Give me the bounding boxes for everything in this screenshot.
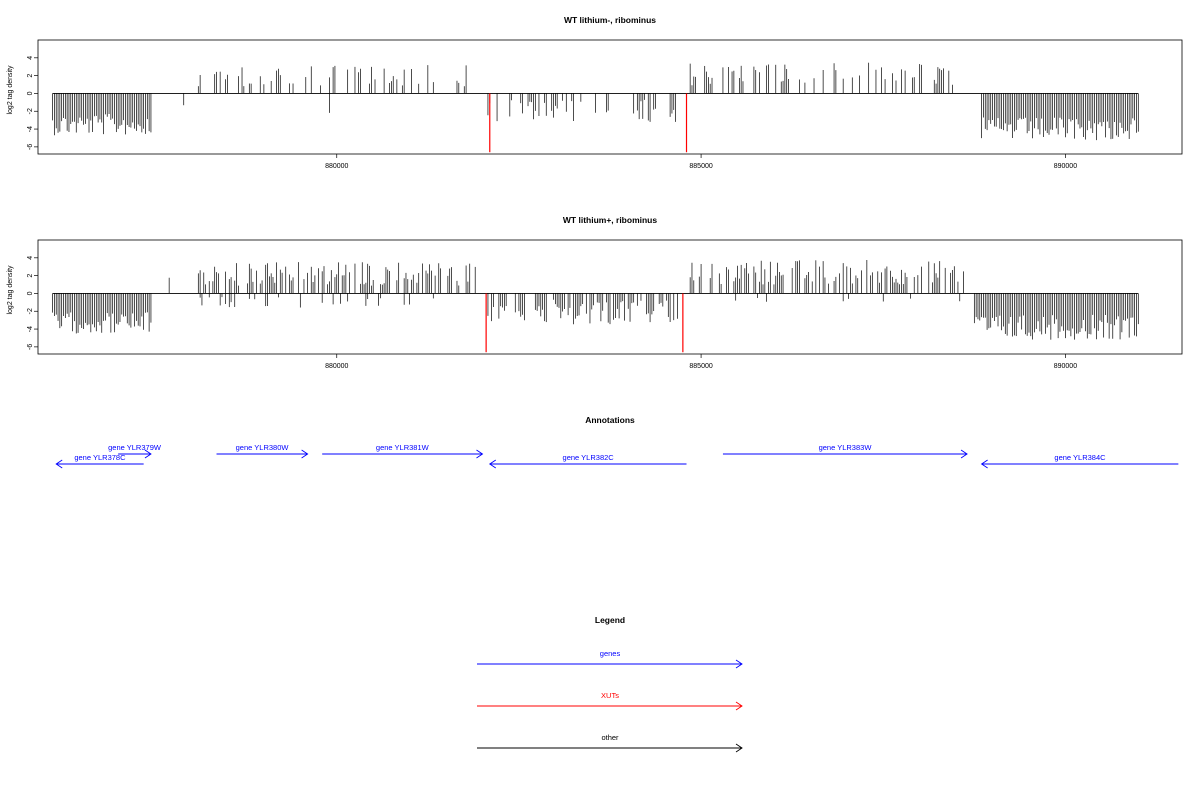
panel-lithium-plus: WT lithium+, ribominus log2 tag density … — [7, 215, 1183, 370]
y-axis: -6 -4 -2 0 2 4 — [27, 256, 38, 350]
y-tick-label: 2 — [27, 74, 34, 78]
y-axis-label: log2 tag density — [7, 65, 14, 115]
y-tick-label: -4 — [27, 126, 34, 132]
annotations-title: Annotations — [585, 415, 635, 425]
legend-label: genes — [600, 649, 621, 658]
gene-arrow-head — [144, 449, 152, 459]
legend-item-genes: genes — [477, 649, 743, 669]
plot-frame — [37, 39, 1183, 155]
gene-arrow-head — [960, 449, 968, 459]
gene-label: gene YLR381W — [376, 443, 430, 452]
y-tick-label: -6 — [27, 144, 34, 150]
gene-arrow-head — [980, 459, 988, 469]
gene-YLR380W: gene YLR380W — [216, 443, 309, 459]
plot-frame — [37, 239, 1183, 355]
x-tick-label: 890000 — [1054, 363, 1077, 370]
gene-arrow-head — [55, 459, 63, 469]
y-tick-label: -2 — [27, 108, 34, 114]
x-axis: 880000 885000 890000 — [325, 354, 1077, 370]
density-bars — [52, 259, 1139, 353]
gene-YLR384C: gene YLR384C — [980, 453, 1179, 469]
y-tick-label: 4 — [27, 56, 34, 60]
legend-arrow-head — [735, 659, 743, 669]
gene-label: gene YLR383W — [819, 443, 873, 452]
legend-title: Legend — [595, 615, 625, 625]
gene-YLR382C: gene YLR382C — [488, 453, 687, 469]
legend-label: XUTs — [601, 691, 619, 700]
gene-YLR378C: gene YLR378C — [55, 453, 144, 469]
panel-title: WT lithium-, ribominus — [564, 15, 656, 25]
gene-label: gene YLR378C — [74, 453, 126, 462]
gene-label: gene YLR382C — [563, 453, 615, 462]
density-bars — [52, 62, 1139, 153]
y-tick-label: -4 — [27, 326, 34, 332]
legend: Legend genes XUTs other — [477, 615, 743, 753]
y-tick-label: 0 — [27, 291, 34, 295]
y-tick-label: 2 — [27, 274, 34, 278]
y-tick-label: -2 — [27, 308, 34, 314]
legend-item-xuts: XUTs — [477, 691, 743, 711]
legend-arrow-head — [735, 701, 743, 711]
gene-label: gene YLR384C — [1054, 453, 1106, 462]
gene-arrow-head — [476, 449, 484, 459]
y-axis-label: log2 tag density — [7, 265, 14, 315]
legend-arrow-head — [735, 743, 743, 753]
x-tick-label: 890000 — [1054, 163, 1077, 170]
gene-YLR383W: gene YLR383W — [722, 443, 968, 459]
panel-title: WT lithium+, ribominus — [563, 215, 657, 225]
gene-YLR379W: gene YLR379W — [108, 443, 162, 459]
y-axis: -6 -4 -2 0 2 4 — [27, 56, 38, 150]
y-tick-label: -6 — [27, 344, 34, 350]
legend-item-other: other — [477, 733, 743, 753]
panel-lithium-minus: WT lithium-, ribominus log2 tag density … — [7, 15, 1183, 170]
x-tick-label: 885000 — [689, 363, 712, 370]
y-tick-label: 0 — [27, 91, 34, 95]
legend-items: genes XUTs other — [477, 649, 743, 753]
gene-arrow-head — [488, 459, 497, 469]
legend-label: other — [601, 733, 619, 742]
y-tick-label: 4 — [27, 256, 34, 260]
gene-arrow-head — [301, 449, 309, 459]
gene-label: gene YLR380W — [236, 443, 290, 452]
x-tick-label: 880000 — [325, 363, 348, 370]
x-tick-label: 885000 — [689, 163, 712, 170]
gene-label: gene YLR379W — [108, 443, 162, 452]
gene-YLR381W: gene YLR381W — [322, 443, 484, 459]
x-tick-label: 880000 — [325, 163, 348, 170]
x-axis: 880000 885000 890000 — [325, 154, 1077, 170]
